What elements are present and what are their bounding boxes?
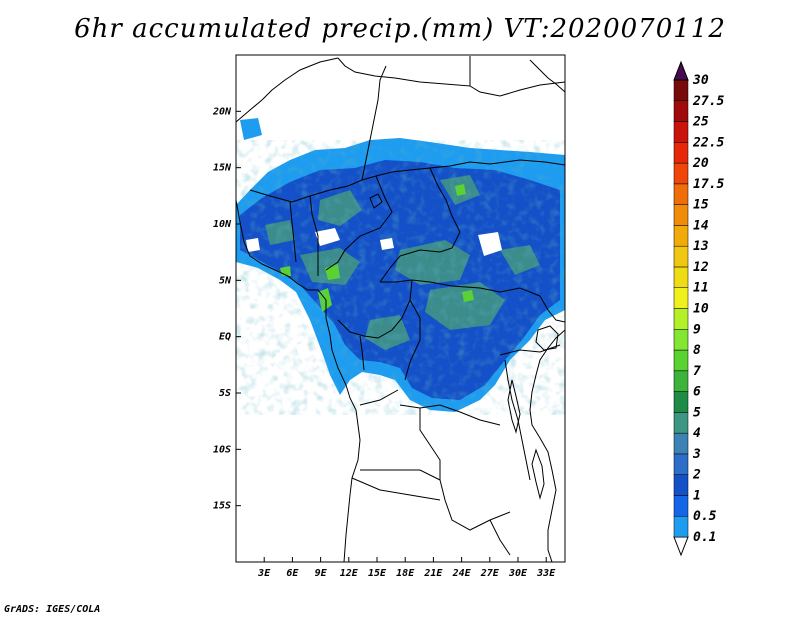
- colorbar-label: 1: [693, 488, 701, 503]
- precip-gaps: [246, 228, 502, 354]
- colorbar-segment: [673, 204, 689, 226]
- colorbar: 0.10.512345678910111213141517.52022.5252…: [673, 60, 724, 557]
- colorbar-segment: [673, 287, 689, 309]
- colorbar-segment: [673, 391, 689, 413]
- colorbar-segment: [673, 349, 689, 372]
- colorbar-segment: [673, 266, 689, 288]
- precip-texture: [236, 140, 565, 415]
- colorbar-segment: [673, 432, 689, 455]
- lat-tick-label: 5N: [219, 275, 232, 286]
- grads-credit: GrADS: IGES/COLA: [4, 604, 101, 615]
- colorbar-segment: [673, 225, 689, 247]
- colorbar-label: 17.5: [693, 177, 724, 192]
- colorbar-label: 8: [693, 343, 701, 358]
- colorbar-segment: [673, 183, 689, 205]
- lat-axis: 20N 15N 10N 5N EQ 5S 10S 15S: [212, 106, 241, 512]
- lat-tick-label: 10N: [213, 219, 232, 230]
- lon-tick-label: 27E: [480, 568, 500, 579]
- lon-tick-label: 12E: [340, 568, 359, 579]
- lon-axis: 3E 6E 9E 12E 15E 18E 21E 24E 27E 30E 33E: [257, 557, 556, 579]
- colorbar-label: 20: [692, 156, 709, 171]
- colorbar-label: 12: [693, 260, 709, 275]
- lake-victoria: [535, 325, 559, 351]
- colorbar-segment: [673, 79, 689, 102]
- lon-tick-label: 15E: [368, 568, 387, 579]
- lon-tick-label: 3E: [257, 568, 271, 579]
- colorbar-segment: [673, 515, 689, 538]
- colorbar-segment: [673, 121, 689, 143]
- colorbar-segment: [673, 308, 689, 330]
- colorbar-segment: [673, 329, 689, 351]
- colorbar-label: 5: [693, 405, 701, 420]
- lake-malawi: [531, 448, 545, 500]
- colorbar-segment: [673, 370, 689, 392]
- colorbar-label: 13: [693, 239, 709, 254]
- colorbar-max-arrow: [673, 60, 689, 81]
- precip-field: [236, 118, 565, 415]
- lat-tick-label: 15S: [213, 501, 231, 512]
- lat-tick-label: 5S: [219, 388, 231, 399]
- lake-chad: [369, 193, 383, 209]
- lon-tick-label: 18E: [396, 568, 415, 579]
- lat-tick-label: EQ: [219, 332, 231, 343]
- colorbar-label: 22.5: [692, 135, 724, 150]
- colorbar-label: 6: [693, 385, 701, 400]
- colorbar-label: 10: [693, 302, 709, 317]
- lon-tick-label: 21E: [423, 568, 443, 579]
- colorbar-label: 11: [693, 281, 709, 296]
- colorbar-segment: [673, 495, 689, 517]
- coastline-west-africa: [236, 57, 361, 562]
- coastline-red-sea: [529, 59, 565, 93]
- map-frame: [235, 54, 566, 563]
- lat-tick-label: 15N: [213, 163, 232, 174]
- colorbar-label: 3: [692, 447, 701, 462]
- colorbar-label: 7: [693, 364, 701, 379]
- colorbar-label: 27.5: [692, 94, 724, 109]
- lake-tanganyika: [507, 379, 521, 434]
- colorbar-segment: [673, 453, 689, 475]
- colorbar-label: 0.5: [693, 509, 717, 524]
- colorbar-label: 14: [693, 218, 709, 233]
- colorbar-label: 25: [692, 115, 709, 130]
- colorbar-label: 4: [693, 426, 701, 441]
- lon-tick-label: 33E: [536, 568, 556, 579]
- colorbar-min-arrow: [673, 536, 689, 557]
- colorbar-segment: [673, 474, 689, 496]
- country-borders: [249, 56, 565, 556]
- lat-tick-label: 20N: [212, 106, 232, 117]
- colorbar-label: 30: [692, 73, 709, 88]
- colorbar-segment: [673, 100, 689, 122]
- colorbar-segment: [673, 162, 689, 185]
- coastline-east-africa: [529, 329, 565, 562]
- colorbar-label: 2: [692, 468, 701, 483]
- lat-tick-label: 10S: [213, 444, 231, 455]
- colorbar-segment: [673, 412, 689, 434]
- map-outlines: [236, 56, 565, 562]
- colorbar-label: 0.1: [693, 530, 716, 545]
- colorbar-label: 15: [693, 198, 709, 213]
- colorbar-segment: [673, 245, 689, 268]
- lon-tick-label: 9E: [315, 568, 328, 579]
- colorbar-segment: [673, 142, 689, 164]
- colorbar-label: 9: [693, 322, 701, 337]
- lon-tick-label: 24E: [452, 568, 472, 579]
- lon-tick-label: 30E: [508, 568, 528, 579]
- lon-tick-label: 6E: [286, 568, 299, 579]
- map-title: 6hr accumulated precip.(mm) VT:202007011…: [74, 14, 726, 44]
